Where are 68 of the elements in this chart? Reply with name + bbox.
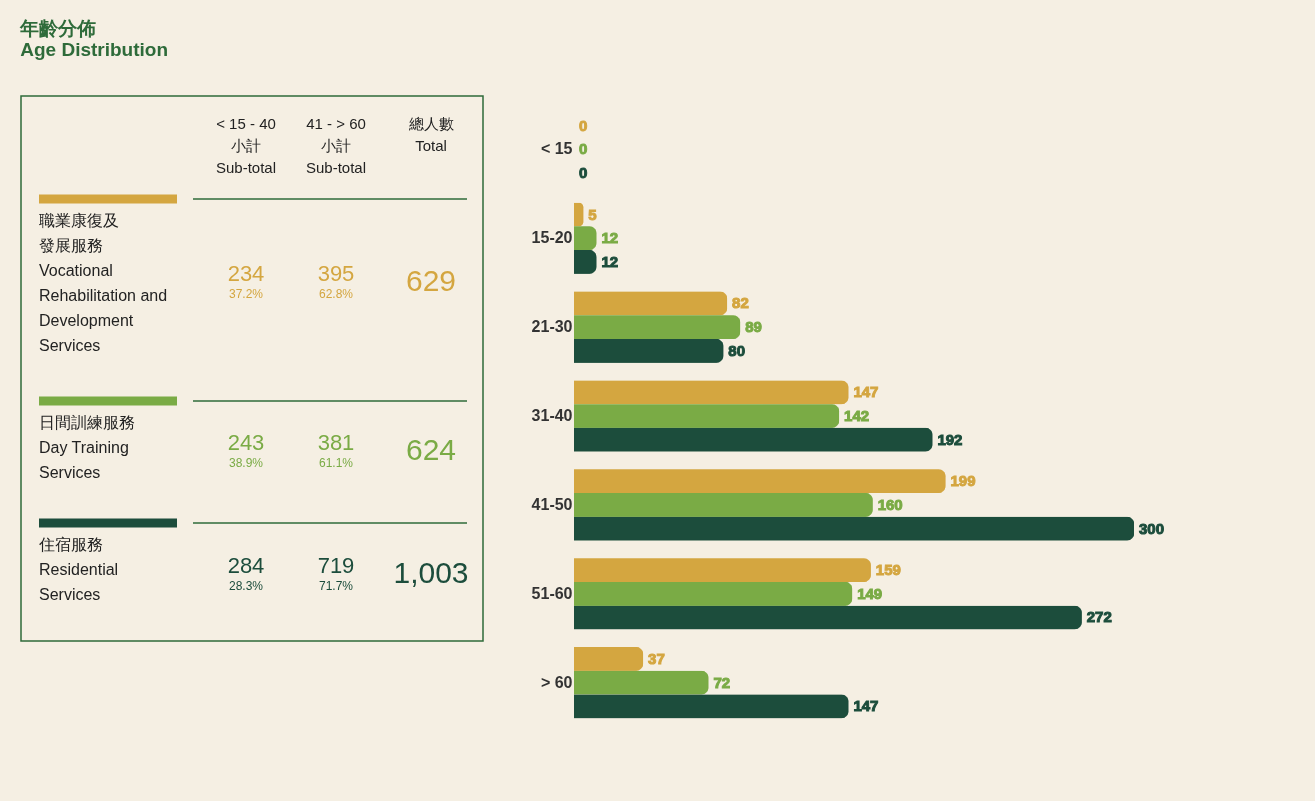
bar xyxy=(574,670,709,695)
data-label: 160 xyxy=(877,495,903,513)
text: 624 xyxy=(405,433,457,466)
data-label: 199 xyxy=(950,472,976,490)
data-label: 12 xyxy=(601,229,619,247)
y-tick-label: 41-50 xyxy=(531,495,573,513)
bar xyxy=(574,404,840,428)
text: 234 xyxy=(227,261,265,286)
data-label: 0 xyxy=(579,164,588,182)
y-tick-label: 51-60 xyxy=(531,584,573,602)
text: < 15 - 40 小計 Sub-total xyxy=(215,115,277,176)
text: 243 xyxy=(227,430,265,455)
text: 38.9% xyxy=(228,456,264,470)
bar xyxy=(574,558,871,582)
text: 日間訓練服務 Day Training Services xyxy=(39,414,135,481)
bar xyxy=(574,338,724,363)
text: 職業康復及發展服務 Vocational Rehabilitation and Development Services xyxy=(39,212,168,354)
data-label: 72 xyxy=(713,673,731,691)
data-label: 89 xyxy=(745,318,762,336)
text: 284 xyxy=(227,553,265,578)
text: 年齡分佈 Age Distribution xyxy=(19,18,169,61)
y-tick-label: > 60 xyxy=(540,673,573,691)
data-label: 37 xyxy=(648,649,665,667)
bar xyxy=(574,516,1134,541)
text: 住宿服務 Residential Services xyxy=(38,536,119,603)
data-label: 192 xyxy=(937,430,963,448)
bar xyxy=(574,202,584,227)
data-label: 272 xyxy=(1086,608,1112,626)
bar xyxy=(574,427,933,452)
text: 37.2% xyxy=(228,287,264,301)
data-label: 147 xyxy=(853,383,879,401)
data-label: 82 xyxy=(732,294,749,312)
data-label: 300 xyxy=(1139,519,1165,537)
text: 28.3% xyxy=(228,579,264,593)
text: 719 xyxy=(317,553,355,578)
bar xyxy=(574,226,597,251)
bar xyxy=(574,250,597,274)
y-tick-label: 31-40 xyxy=(531,407,573,424)
bar xyxy=(574,605,1082,630)
bar xyxy=(574,291,728,316)
data-label: 0 xyxy=(579,116,588,134)
data-label: 12 xyxy=(601,252,619,270)
data-label: 142 xyxy=(844,407,870,424)
bar xyxy=(574,469,946,494)
data-label: 159 xyxy=(875,561,901,579)
y-tick-label: 15-20 xyxy=(531,229,573,247)
text: 629 xyxy=(405,264,457,297)
text: 41 - > 60 小計 Sub-total xyxy=(305,115,367,176)
bar xyxy=(574,581,853,606)
text: 62.8% xyxy=(318,287,354,301)
text: 總人數 Total xyxy=(407,115,454,154)
data-label: 149 xyxy=(857,584,883,602)
text: 71.7% xyxy=(318,579,354,593)
y-tick-label: < 15 xyxy=(540,140,573,158)
data-label: 5 xyxy=(588,205,597,223)
text: 1,003 xyxy=(393,556,469,589)
y-tick-label: 21-30 xyxy=(531,318,573,336)
bar xyxy=(574,647,644,671)
text: 381 xyxy=(317,430,355,455)
bar xyxy=(574,694,849,719)
bar xyxy=(574,380,849,405)
bar xyxy=(574,493,873,517)
text: 395 xyxy=(317,261,355,286)
data-label: 147 xyxy=(853,697,879,715)
text: 61.1% xyxy=(318,456,354,470)
bar xyxy=(574,315,741,339)
data-label: 80 xyxy=(728,341,746,359)
data-label: 0 xyxy=(579,140,588,158)
